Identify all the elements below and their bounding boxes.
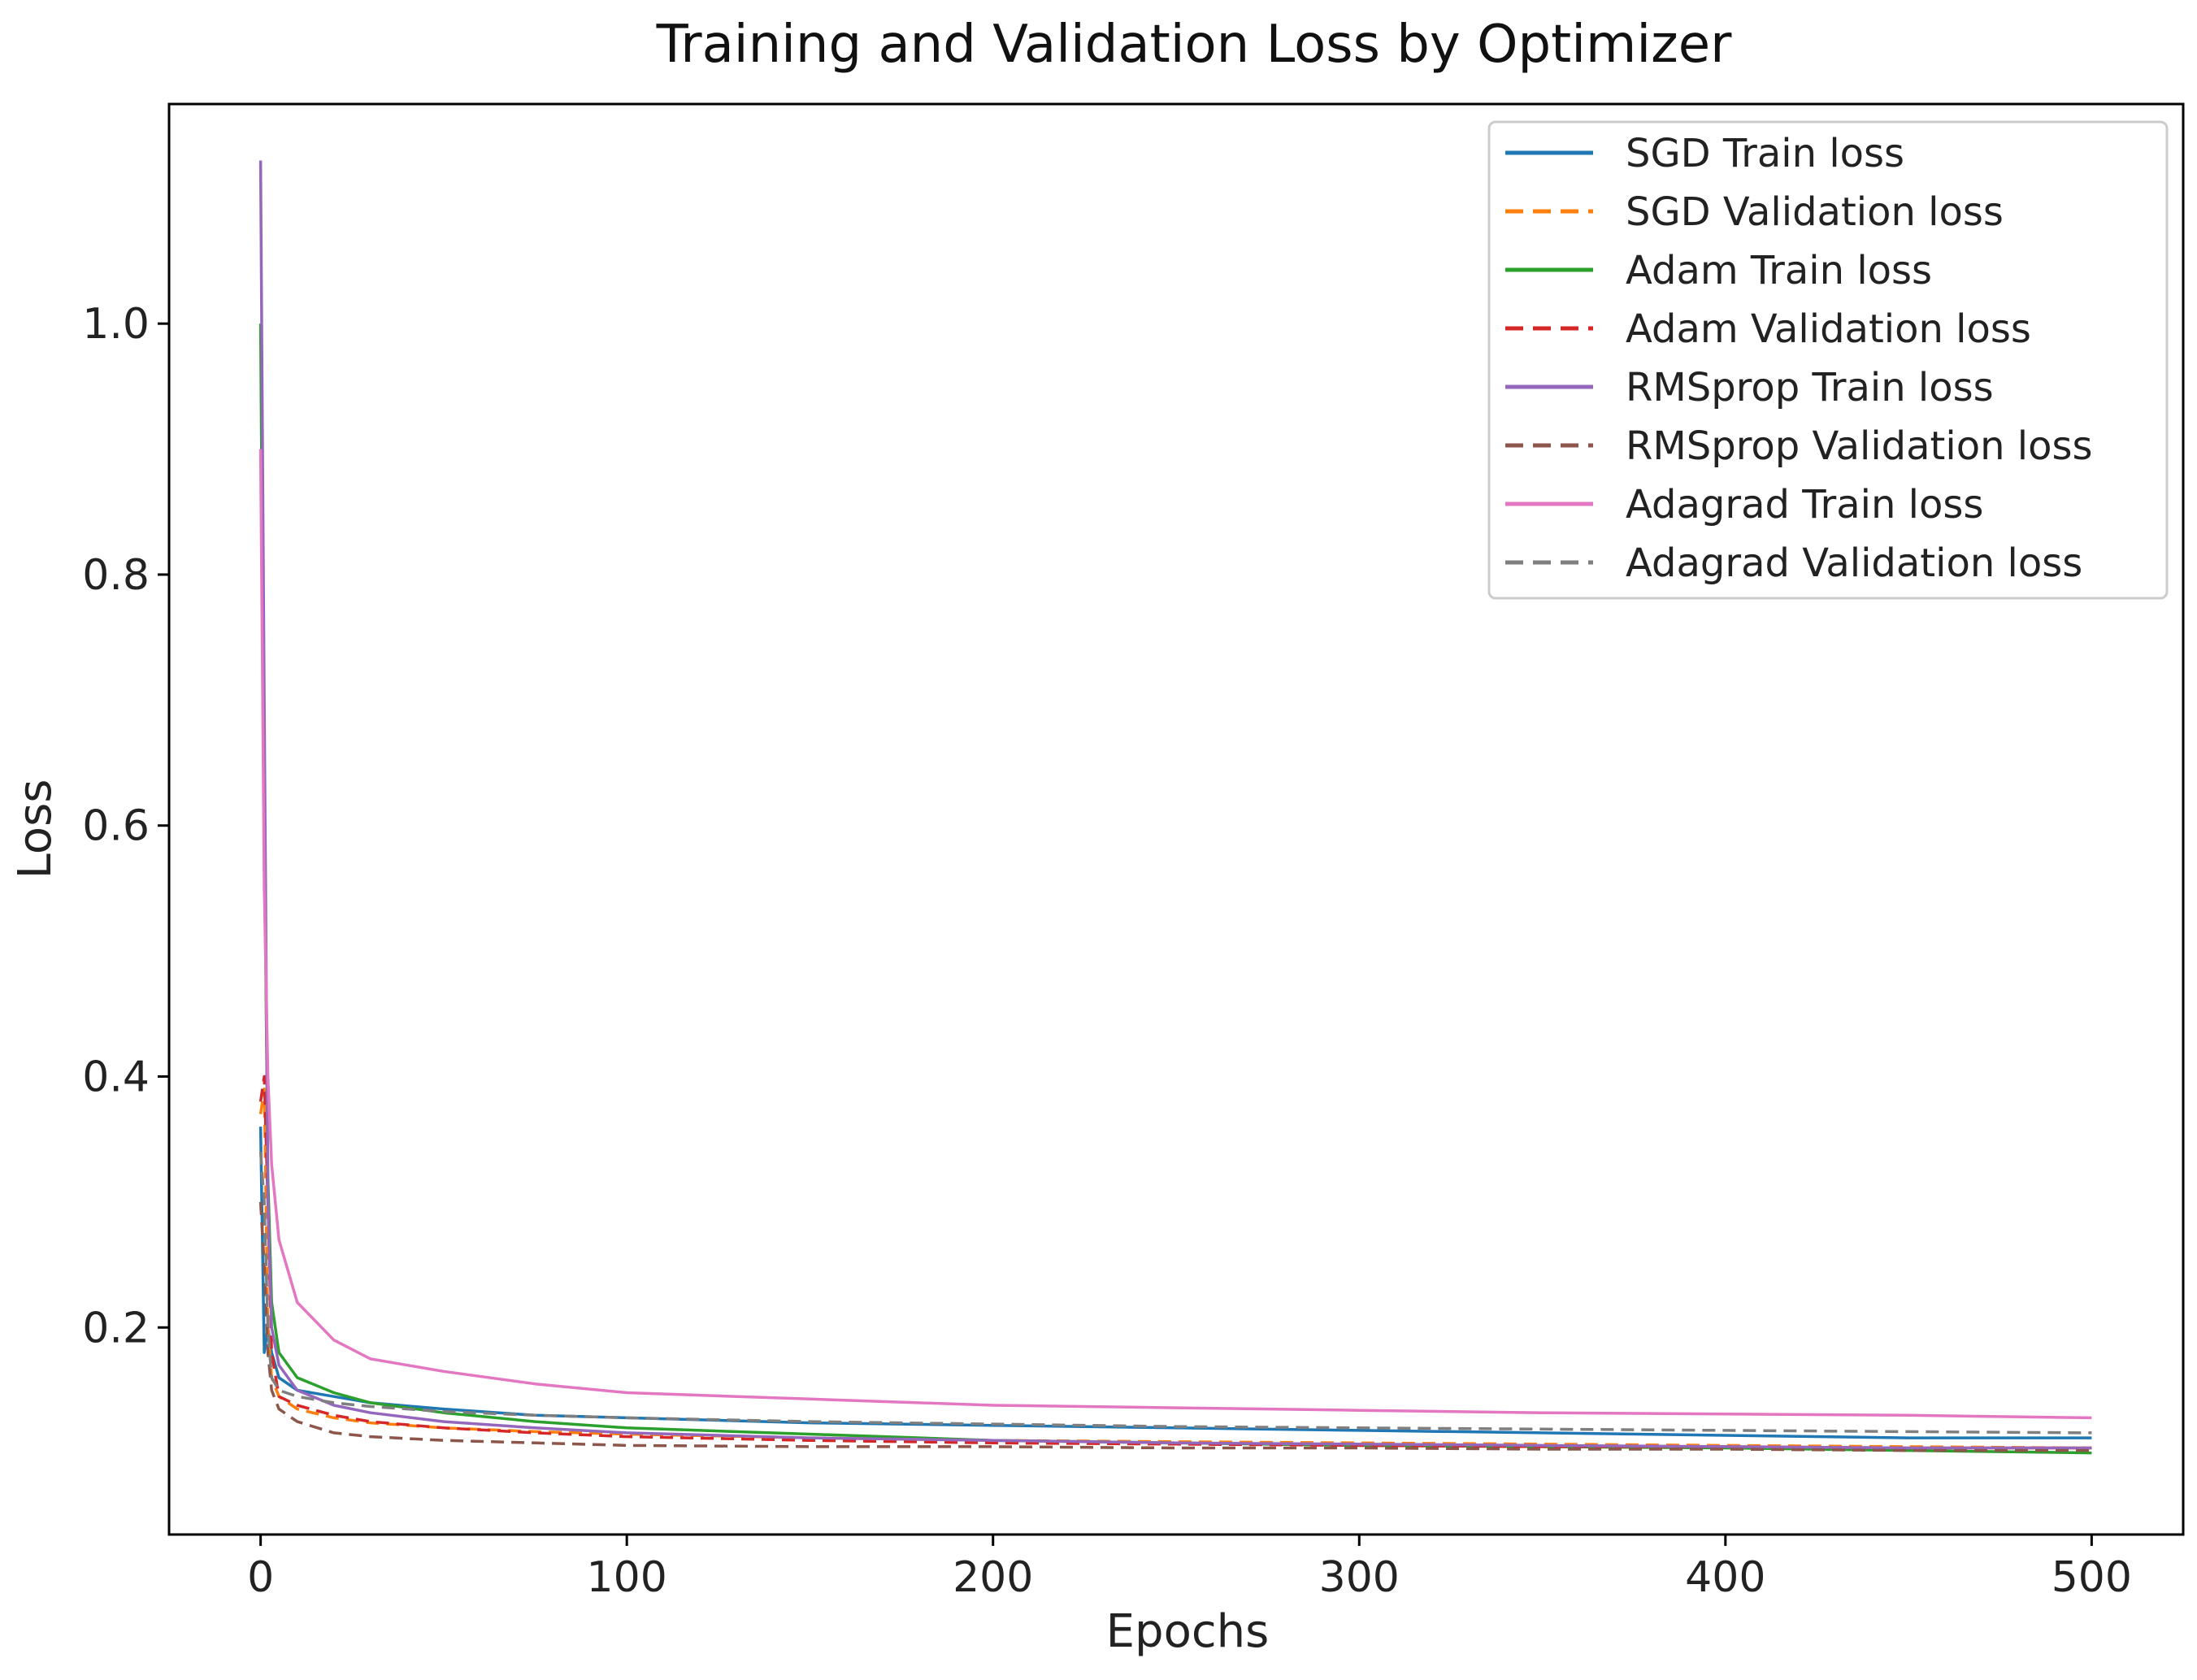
series-layer bbox=[258, 160, 2092, 1455]
legend: SGD Train loss SGD Validation loss Adam Tr… bbox=[1487, 120, 2169, 600]
series-line-4 bbox=[258, 160, 2092, 1450]
x-tick-label: 200 bbox=[953, 1553, 1033, 1602]
x-axis-label: Epochs bbox=[1106, 1605, 1270, 1658]
x-tick-label: 500 bbox=[2052, 1553, 2132, 1602]
x-tick-label: 400 bbox=[1685, 1553, 1765, 1602]
legend-label-5: RMSprop Validation loss bbox=[1626, 423, 2092, 469]
x-tick-label: 100 bbox=[587, 1553, 667, 1602]
legend-label-6: Adagrad Train loss bbox=[1626, 482, 1983, 527]
legend-label-1: SGD Validation loss bbox=[1626, 189, 2004, 235]
chart-title: Training and Validation Loss by Optimize… bbox=[656, 15, 1733, 75]
legend-label-2: Adam Train loss bbox=[1626, 248, 1932, 293]
y-tick-label: 0.8 bbox=[82, 551, 150, 600]
y-tick-label: 1.0 bbox=[82, 300, 150, 349]
plot-frame bbox=[167, 102, 2185, 1536]
series-line-6 bbox=[258, 449, 2092, 1420]
series-line-5 bbox=[258, 1201, 2092, 1452]
legend-box bbox=[1487, 120, 2169, 600]
y-axis-label: Loss bbox=[9, 779, 62, 879]
legend-label-7: Adagrad Validation loss bbox=[1626, 540, 2082, 586]
series-line-7 bbox=[258, 1151, 2092, 1435]
y-tick-label: 0.6 bbox=[82, 802, 150, 851]
x-tick-label: 0 bbox=[247, 1553, 274, 1602]
legend-items: SGD Train loss SGD Validation loss Adam Tr… bbox=[1505, 131, 2092, 586]
legend-label-3: Adam Validation loss bbox=[1626, 306, 2031, 352]
y-axis-ticks: 0.2 0.4 0.6 0.8 1.0 bbox=[82, 300, 169, 1352]
x-tick-label: 300 bbox=[1319, 1553, 1400, 1602]
legend-label-0: SGD Train loss bbox=[1626, 131, 1904, 176]
y-tick-label: 0.2 bbox=[82, 1304, 150, 1352]
legend-label-4: RMSprop Train loss bbox=[1626, 365, 1994, 410]
x-axis-ticks: 0 100 200 300 400 500 bbox=[247, 1535, 2132, 1602]
y-tick-label: 0.4 bbox=[82, 1053, 150, 1101]
